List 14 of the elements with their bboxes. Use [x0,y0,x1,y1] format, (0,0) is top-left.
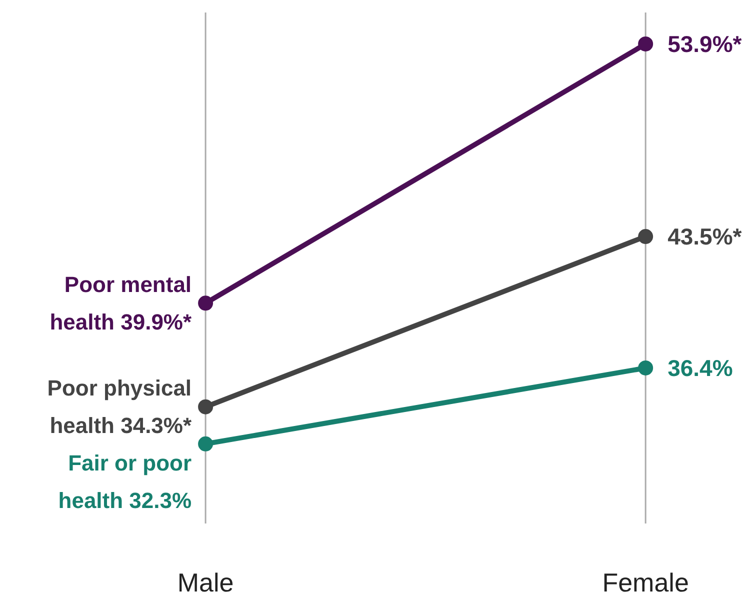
point [638,360,654,376]
x-tick-label: Female [602,568,689,598]
data-label: 43.5%* [668,224,742,250]
data-label: 36.4% [668,354,733,381]
point [198,436,214,452]
text: Fair or poor health 32.3% [58,450,192,514]
text: Poor mental health 39.9%* [50,272,192,334]
point [638,229,654,244]
point [198,296,214,311]
point [638,36,654,52]
point [198,399,214,414]
x-tick-label: Male [177,568,234,598]
data-label: 53.9%* [668,30,742,57]
text: Poor physical health 34.3%* [47,376,192,438]
